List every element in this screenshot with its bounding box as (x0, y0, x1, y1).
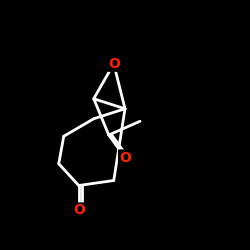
Text: O: O (73, 204, 85, 218)
Text: O: O (108, 57, 120, 71)
Text: O: O (119, 150, 131, 164)
